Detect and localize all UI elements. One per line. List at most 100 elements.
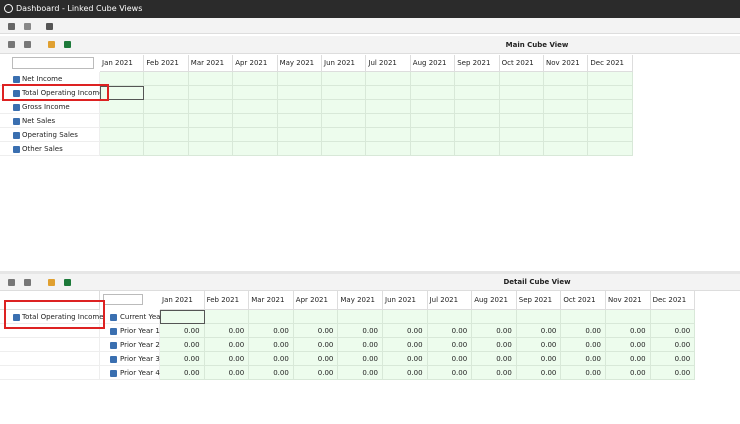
save-button[interactable] xyxy=(24,279,31,286)
data-cell[interactable] xyxy=(366,114,411,128)
data-cell[interactable]: 0.00 xyxy=(472,366,517,380)
data-cell[interactable]: 0.00 xyxy=(383,324,428,338)
column-header[interactable]: Jun 2021 xyxy=(322,55,367,72)
data-cell[interactable] xyxy=(188,114,234,128)
data-cell[interactable]: 0.00 xyxy=(293,366,339,380)
data-cell[interactable]: 0.00 xyxy=(561,352,606,366)
data-cell[interactable] xyxy=(233,128,278,142)
data-cell[interactable]: 0.00 xyxy=(204,324,250,338)
column-header[interactable]: Jun 2021 xyxy=(383,291,428,310)
data-cell[interactable] xyxy=(322,128,367,142)
column-header[interactable]: May 2021 xyxy=(277,55,322,72)
data-cell[interactable] xyxy=(233,72,278,86)
data-cell[interactable] xyxy=(144,72,189,86)
data-cell[interactable] xyxy=(516,310,562,324)
row-header[interactable]: Operating Sales xyxy=(0,128,100,142)
report-button[interactable] xyxy=(48,279,55,286)
data-cell[interactable]: 0.00 xyxy=(427,352,473,366)
column-header[interactable]: Sep 2021 xyxy=(455,55,500,72)
excel-button[interactable] xyxy=(64,279,71,286)
data-cell[interactable] xyxy=(499,86,544,100)
data-cell[interactable] xyxy=(455,142,500,156)
data-cell[interactable] xyxy=(544,142,589,156)
data-cell[interactable] xyxy=(366,86,411,100)
filter-button[interactable] xyxy=(8,23,15,30)
data-cell[interactable] xyxy=(144,114,189,128)
data-cell[interactable] xyxy=(383,310,428,324)
column-header[interactable]: Apr 2021 xyxy=(293,291,339,310)
search-box[interactable] xyxy=(12,57,94,69)
column-header[interactable]: Feb 2021 xyxy=(144,55,189,72)
data-cell[interactable] xyxy=(277,86,322,100)
data-cell[interactable]: 0.00 xyxy=(427,338,473,352)
data-cell[interactable]: 0.00 xyxy=(338,338,383,352)
data-cell[interactable]: 0.00 xyxy=(293,338,339,352)
data-cell[interactable] xyxy=(100,100,145,114)
column-header[interactable]: Dec 2021 xyxy=(588,55,633,72)
data-cell[interactable] xyxy=(144,100,189,114)
data-cell[interactable] xyxy=(293,310,339,324)
data-cell[interactable] xyxy=(100,114,145,128)
data-cell[interactable]: 0.00 xyxy=(160,324,205,338)
data-cell[interactable] xyxy=(188,142,234,156)
save-button[interactable] xyxy=(24,41,31,48)
column-header[interactable]: Mar 2021 xyxy=(188,55,234,72)
data-cell[interactable]: 0.00 xyxy=(204,366,250,380)
data-cell[interactable]: 0.00 xyxy=(293,352,339,366)
data-cell[interactable] xyxy=(322,142,367,156)
column-header[interactable]: Aug 2021 xyxy=(472,291,517,310)
data-cell[interactable] xyxy=(249,310,294,324)
data-cell[interactable]: 0.00 xyxy=(561,366,606,380)
data-cell[interactable]: 0.00 xyxy=(606,324,651,338)
data-cell[interactable] xyxy=(499,72,544,86)
data-cell[interactable] xyxy=(322,114,367,128)
data-cell[interactable]: 0.00 xyxy=(204,338,250,352)
data-cell[interactable] xyxy=(338,310,383,324)
excel-button[interactable] xyxy=(64,41,71,48)
data-cell[interactable] xyxy=(188,86,234,100)
data-cell[interactable] xyxy=(366,142,411,156)
data-cell[interactable] xyxy=(561,310,606,324)
data-cell[interactable] xyxy=(499,114,544,128)
data-cell[interactable]: 0.00 xyxy=(650,338,696,352)
data-cell[interactable] xyxy=(188,128,234,142)
data-cell[interactable]: 0.00 xyxy=(383,338,428,352)
data-cell[interactable]: 0.00 xyxy=(249,338,294,352)
data-cell[interactable] xyxy=(204,310,250,324)
data-cell[interactable] xyxy=(277,142,322,156)
data-cell[interactable] xyxy=(322,72,367,86)
row-group-header[interactable]: Total Operating Income xyxy=(0,310,104,324)
search-box[interactable] xyxy=(103,294,143,305)
data-cell[interactable] xyxy=(277,114,322,128)
row-header[interactable]: Other Sales xyxy=(0,142,100,156)
data-cell[interactable] xyxy=(544,128,589,142)
data-cell[interactable] xyxy=(588,100,633,114)
column-header[interactable]: Aug 2021 xyxy=(410,55,456,72)
data-cell[interactable] xyxy=(410,114,456,128)
data-cell[interactable]: 0.00 xyxy=(338,366,383,380)
data-cell[interactable] xyxy=(588,114,633,128)
data-cell[interactable] xyxy=(455,86,500,100)
data-cell[interactable]: 0.00 xyxy=(249,324,294,338)
column-header[interactable]: Jul 2021 xyxy=(427,291,473,310)
data-cell[interactable]: 0.00 xyxy=(427,324,473,338)
data-cell[interactable]: 0.00 xyxy=(160,338,205,352)
column-header[interactable]: Jan 2021 xyxy=(160,291,205,310)
data-cell[interactable] xyxy=(144,142,189,156)
data-cell[interactable] xyxy=(588,72,633,86)
report-button[interactable] xyxy=(48,41,55,48)
data-cell[interactable] xyxy=(277,128,322,142)
column-header[interactable]: May 2021 xyxy=(338,291,383,310)
column-header[interactable]: Oct 2021 xyxy=(499,55,544,72)
data-cell[interactable]: 0.00 xyxy=(427,366,473,380)
data-cell[interactable] xyxy=(277,72,322,86)
column-header[interactable]: Jan 2021 xyxy=(100,55,145,72)
data-cell[interactable]: 0.00 xyxy=(650,366,696,380)
data-cell[interactable] xyxy=(322,86,367,100)
data-cell[interactable]: 0.00 xyxy=(606,338,651,352)
data-cell[interactable] xyxy=(499,100,544,114)
data-cell[interactable]: 0.00 xyxy=(561,324,606,338)
refresh-button[interactable] xyxy=(8,41,15,48)
data-cell[interactable] xyxy=(544,86,589,100)
data-cell[interactable]: 0.00 xyxy=(204,352,250,366)
